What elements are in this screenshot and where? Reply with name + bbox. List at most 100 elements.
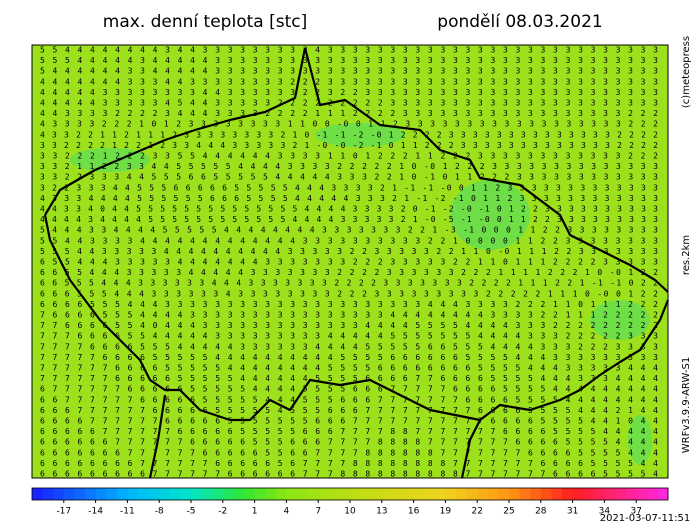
colorbar-cell [424,488,436,500]
grid-row: 5 5 5 4 4 3 3 3 3 3 4 4 4 4 4 4 4 4 4 4 … [40,247,658,256]
colorbar-tick-label: 10 [344,507,356,517]
grid-row: 6 6 6 7 7 7 7 7 7 6 6 6 6 6 5 5 5 5 5 4 … [40,406,658,415]
colorbar-cell [53,488,65,500]
colorbar-cell [434,488,446,500]
grid-row: 3 2 2 3 3 3 4 4 5 5 5 6 6 6 6 6 5 5 5 5 … [40,183,658,192]
colorbar-cell [212,488,224,500]
colorbar-cell [254,488,266,500]
colorbar-cell [593,488,605,500]
grid-row: 6 5 5 4 4 4 3 3 3 3 3 4 4 4 4 4 4 4 3 3 … [40,258,658,267]
colorbar-cell [74,488,86,500]
colorbar-cell [360,488,372,500]
grid-row: 3 3 2 1 1 2 2 3 3 4 4 5 5 5 5 5 4 4 4 4 … [40,162,658,171]
colorbar-cell [85,488,97,500]
cold-patches [70,123,652,465]
grid-row: 7 7 7 7 7 7 6 6 6 6 6 5 5 5 5 5 4 4 4 4 … [40,374,658,383]
colorbar-tick-label: 16 [408,507,420,517]
colorbar-cell [169,488,181,500]
colorbar-cell [456,488,468,500]
grid-row: 7 7 6 6 6 6 5 5 4 0 4 4 4 3 3 3 3 3 3 3 … [40,321,658,330]
colorbar-tick-label: 37 [630,507,641,517]
colorbar-cell [477,488,489,500]
grid-row: 5 5 4 4 4 4 4 4 4 4 3 4 4 3 3 3 3 3 3 3 … [40,46,658,55]
country-border [43,47,670,479]
colorbar-cell [657,488,669,500]
grid-row: 6 6 6 6 6 6 7 7 7 7 7 7 6 6 6 6 6 5 5 5 … [40,438,658,447]
colorbar-cell [127,488,139,500]
colorbar-cell [583,488,595,500]
colorbar-tick-label: 28 [535,507,547,517]
grid-row: 6 6 6 6 6 6 6 6 6 7 7 7 7 7 7 6 6 6 6 6 … [40,470,658,479]
colorbar-tick-label: 19 [440,507,452,517]
colorbar-cell [275,488,287,500]
value-grid: 5 5 4 4 4 4 4 4 4 4 3 4 4 3 3 3 3 3 3 3 … [40,46,658,479]
grid-row: 6 6 6 6 7 7 7 7 7 7 6 6 6 6 6 5 5 5 5 5 … [40,417,658,426]
colorbar-cell [487,488,499,500]
grid-row: 7 7 7 7 6 6 6 6 5 5 5 4 4 4 4 4 3 3 3 3 … [40,342,658,351]
colorbar-cell [445,488,457,500]
grid-row: 6 6 6 5 5 5 4 4 4 3 3 3 3 3 3 4 3 3 3 3 … [40,289,658,298]
colorbar-tick-label: 31 [567,507,578,517]
colorbar-cell [148,488,160,500]
colorbar-cell [381,488,393,500]
colorbar-cell [371,488,383,500]
colorbar-cell [201,488,213,500]
grid-row: 5 4 4 4 3 3 4 4 4 4 5 5 5 5 5 4 4 4 4 4 … [40,226,658,235]
colorbar-cell [551,488,563,500]
colorbar-cell [159,488,171,500]
colorbar-cell [138,488,150,500]
grid-row: 3 3 2 2 3 3 3 4 4 5 5 5 6 6 5 5 5 5 5 4 … [40,173,658,182]
grid-row: 6 6 7 7 7 7 7 7 6 6 6 6 6 5 5 5 5 5 4 4 … [40,395,658,404]
grid-row: 6 6 6 6 6 6 6 7 7 7 7 7 7 6 6 6 6 6 5 5 … [40,448,658,457]
colorbar-tick-label: -11 [120,507,135,517]
colorbar-tick-label: 25 [503,507,514,517]
grid-row: 6 6 5 5 5 4 4 4 3 3 3 3 3 3 4 4 4 3 3 3 … [40,279,658,288]
colorbar-cell [509,488,521,500]
colorbar-cell [42,488,54,500]
colorbar-cell [392,488,404,500]
colorbar-cell [180,488,192,500]
colorbar-cell [297,488,309,500]
grid-row: 3 3 2 2 2 1 2 2 2 3 3 5 5 4 4 4 4 4 4 3 … [40,152,658,161]
model: WRFv3.9.9-ARW-S1 [681,357,692,454]
colorbar-cell [286,488,298,500]
colorbar-cell [540,488,552,500]
colorbar-cell [646,488,658,500]
colorbar-tick-label: 13 [376,507,387,517]
copyright: (c)meteopress [681,36,692,108]
grid-row: 4 3 3 3 3 2 2 2 1 0 1 2 3 3 3 3 3 3 3 3 … [40,120,658,129]
colorbar-cell [530,488,542,500]
colorbar-tick-label: 1 [252,507,258,517]
grid-row: 4 3 3 2 2 1 1 2 1 1 1 2 3 3 3 3 3 3 3 3 … [40,130,658,139]
colorbar-cell [615,488,627,500]
grid-row: 6 7 7 7 7 7 7 6 6 6 6 6 5 5 5 5 5 4 4 4 … [40,385,658,394]
colorbar-tick-label: 4 [284,507,290,517]
grid-row: 6 6 6 6 5 5 5 4 4 4 3 3 3 3 3 3 3 3 3 3 … [40,300,658,309]
colorbar-tick-label: 7 [315,507,321,517]
grid-row: 4 4 3 3 3 3 2 2 2 2 3 4 4 4 3 3 3 3 2 2 … [40,109,658,118]
run-time: 2021-03-07-11:51 [600,513,691,524]
grid-row: 4 3 3 3 4 4 4 4 5 5 5 5 5 5 6 6 6 5 5 5 … [40,194,658,203]
grid-row: 5 5 5 4 4 4 4 4 3 4 4 4 4 4 3 3 3 3 3 3 … [40,56,658,65]
colorbar-tick-label: 34 [599,507,611,517]
colorbar-cell [604,488,616,500]
grid-row: 4 4 4 4 3 4 4 4 4 5 5 5 5 5 5 5 5 5 5 5 … [40,215,658,224]
title: max. denní teplota [stc] [103,12,307,32]
colorbar-tick-label: -8 [155,507,164,517]
grid-row: 5 4 4 4 4 4 4 3 3 4 4 4 4 4 3 3 3 3 3 3 … [40,67,658,76]
resolution: res.2km [681,235,692,275]
grid-row: 4 4 3 3 4 0 4 4 5 5 5 5 5 5 5 5 5 5 5 5 … [40,205,658,214]
colorbar-cell [498,488,510,500]
colorbar-tick-label: -17 [56,507,71,517]
colorbar-cell [403,488,415,500]
colorbar-cell [106,488,118,500]
colorbar-tick-label: -2 [218,507,227,517]
colorbar-cell [318,488,330,500]
colorbar-cell [636,488,648,500]
grid-row: 7 7 7 7 7 7 6 6 6 6 5 5 5 5 5 4 4 4 4 4 … [40,364,658,373]
colorbar-cell [32,488,44,500]
colorbar-cell [328,488,340,500]
grid-row: 4 4 4 4 4 3 3 3 3 3 3 3 3 4 4 3 3 3 3 3 … [40,88,658,97]
